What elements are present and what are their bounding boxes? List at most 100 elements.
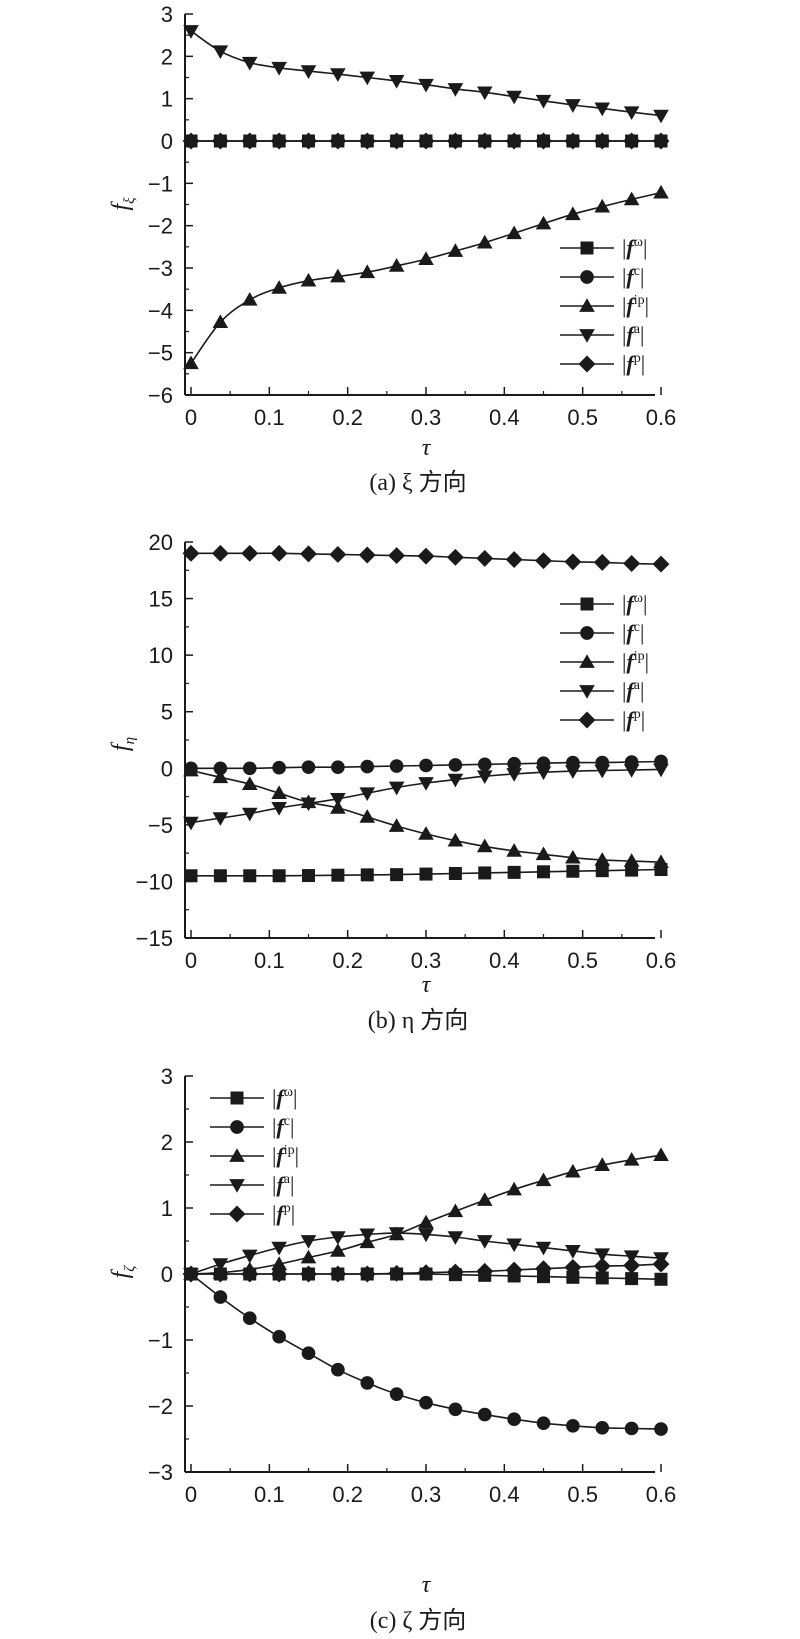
data-point [211,1265,229,1283]
data-point [446,132,464,150]
legend-label: |fip| [622,293,649,318]
data-point [359,264,376,279]
data-point [565,849,581,864]
data-point [536,1416,551,1430]
data-point [241,776,258,790]
data-point [476,1192,493,1206]
x-tick-label: 0 [185,948,197,973]
axes: 3 2 1 0 −1 −2 −3 0 0.1 0.2 0.3 0.4 0.5 0.6 [148,1064,676,1507]
y-tick-label: 1 [161,87,173,112]
x-tick-label: 0.6 [646,1482,677,1507]
y-tick-label: 0 [161,1262,173,1287]
data-point [446,1263,464,1281]
data-point [182,1265,200,1283]
data-point [565,1163,581,1178]
series-4 [182,544,670,573]
data-point [270,132,288,150]
legend-label: |fc| [622,620,644,645]
y-tick-label: −4 [148,298,173,323]
data-point [535,94,552,109]
data-point [564,553,582,571]
data-point [300,1265,317,1283]
x-tick-label: 0.3 [411,948,442,973]
data-point [447,773,464,788]
x-tick-label: 0.1 [254,1482,285,1507]
legend: |fω| |fc| |fip| |fa| |fp| [210,1085,299,1226]
data-point [594,102,611,117]
data-point [389,1387,404,1401]
y-tick-label: 5 [161,700,173,725]
legend-marker [580,597,594,611]
legend-label: |fip| [272,1143,299,1168]
data-point [652,132,670,150]
x-tick-label: 0.5 [567,1482,598,1507]
data-point [623,1256,641,1274]
legend-label: |fa| [272,1172,294,1197]
y-tick-label: 20 [149,530,173,555]
data-point [564,132,582,150]
data-point [447,1231,464,1245]
data-point [358,1265,376,1283]
data-point [476,132,494,150]
data-point [419,758,433,773]
data-point [183,25,199,39]
data-point [331,868,345,882]
data-point [417,132,435,150]
data-point [212,769,229,784]
data-point [358,546,376,564]
chart-b-caption: (b) η 方向 [368,1007,469,1034]
data-point [505,551,523,568]
axes: 3 2 1 0 −1 −2 −3 −4 −5 −6 0 0.1 0.2 0.3 0.4 0.5 0.6 [148,2,676,430]
data-point [593,553,611,571]
data-point [300,1249,317,1264]
data-point [653,109,669,124]
data-point [272,1329,286,1344]
legend-marker [580,241,594,255]
data-point [594,1157,611,1171]
data-point [330,1243,346,1257]
legend-marker [579,685,595,699]
data-point [329,545,347,563]
data-point [595,864,609,878]
data-point [476,549,494,567]
legend-marker [580,270,594,284]
data-point [329,132,347,150]
data-point [653,184,669,199]
data-point [565,99,581,113]
x-tick-label: 0.1 [254,948,285,973]
data-point [212,1258,229,1272]
legend-label: |fp| [272,1201,295,1226]
y-tick-label: 2 [161,1130,173,1155]
y-tick-label: 2 [161,44,173,69]
data-point [535,1260,552,1278]
svg-text:fζ: fζ [108,1265,138,1279]
data-point [418,1228,434,1243]
data-point [624,1421,639,1436]
data-point [505,132,523,150]
data-point [388,547,406,565]
y-tick-label: −10 [136,869,173,894]
data-point [535,1241,552,1256]
data-point [271,802,287,816]
data-point [213,869,227,883]
data-point [301,1346,316,1361]
data-point [182,132,200,150]
data-point [241,56,258,71]
data-point [359,71,376,86]
y-tick-label: −15 [136,926,173,951]
data-point [388,781,405,796]
data-point [594,1248,611,1262]
data-point [390,868,404,882]
data-point [212,812,229,826]
legend-marker [579,329,595,343]
data-point [272,869,286,883]
y-tick-label: 1 [161,1196,173,1221]
data-point [623,764,640,778]
x-tick-label: 0.3 [411,405,442,430]
data-point [537,865,550,879]
data-point [213,1290,228,1304]
x-tick-label: 0 [185,1482,197,1507]
data-point [448,758,463,772]
x-tick-label: 0.4 [489,405,520,430]
data-point [476,86,493,101]
